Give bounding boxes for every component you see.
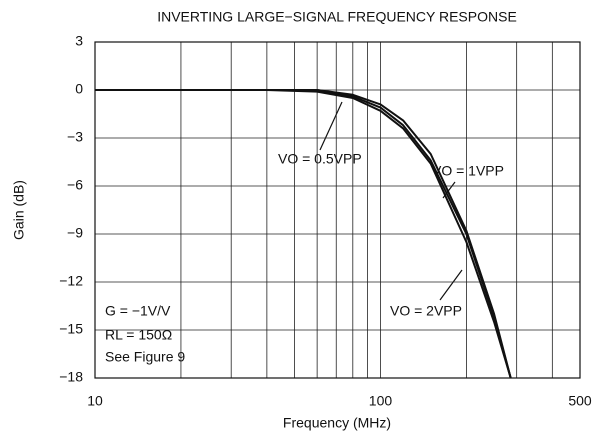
x-tick-label: 500 [568,393,592,409]
x-axis-label: Frequency (MHz) [283,415,391,431]
series-label: VO = 0.5VPP [278,151,362,167]
plot-frame [94,41,581,379]
y-tick-label: −12 [59,273,83,289]
x-tick-label: 10 [87,393,103,409]
line [95,89,512,379]
y-tick-label: −3 [67,129,83,145]
arrow [439,269,463,301]
y-tick-label: −15 [59,321,83,337]
y-tick-label: −6 [67,177,83,193]
y-tick-label: 0 [75,81,83,97]
x-tick-label: 100 [369,393,393,409]
series-label: VO = 2VPP [390,303,462,319]
y-tick-label: −18 [59,369,83,385]
annotation: RL = 150Ω [105,327,172,343]
y-tick-label: 3 [75,33,83,49]
y-tick-label: −9 [67,225,83,241]
annotation: See Figure 9 [105,349,185,365]
series-label: VO = 1VPP [432,163,504,179]
arrow [319,101,343,151]
chart-title: INVERTING LARGE−SIGNAL FREQUENCY RESPONS… [157,9,517,25]
annotation: G = −1V/V [105,303,171,319]
y-axis-label: Gain (dB) [11,180,27,240]
